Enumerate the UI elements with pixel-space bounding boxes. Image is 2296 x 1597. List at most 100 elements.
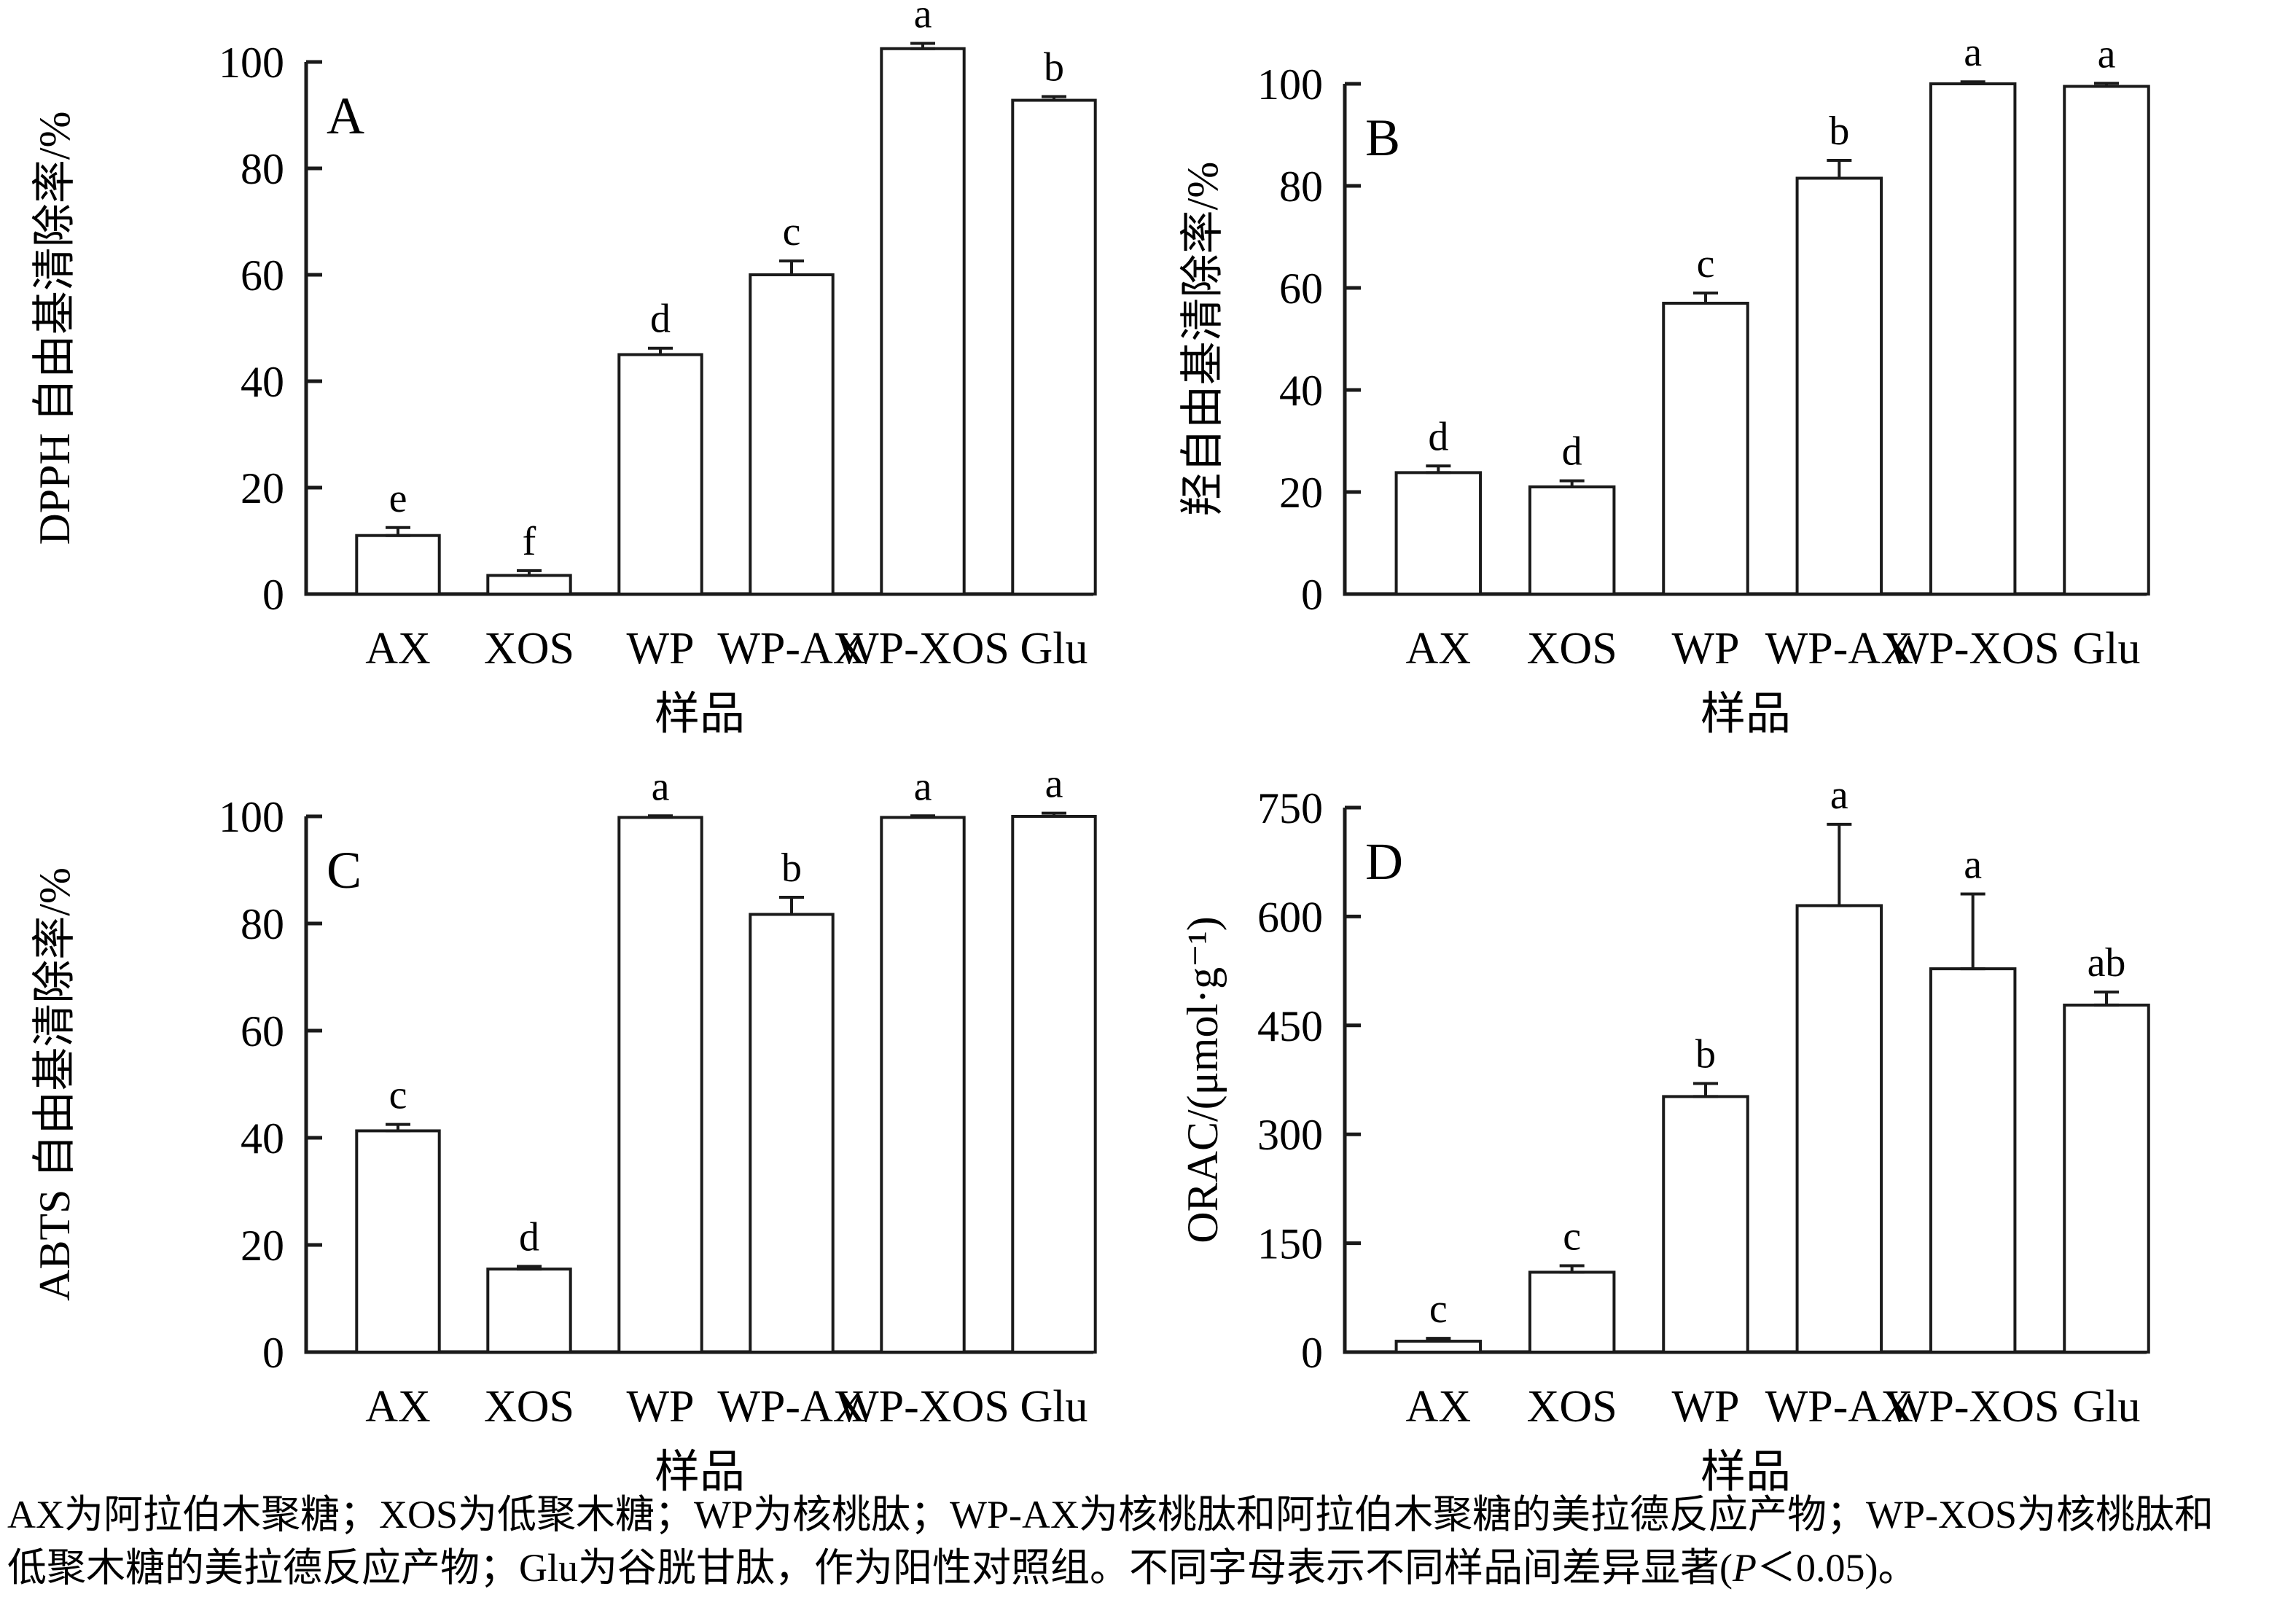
x-category-label: WP-AX [1765, 624, 1913, 673]
bar-Glu [2063, 85, 2150, 596]
y-tick-label: 100 [219, 39, 284, 87]
x-category-label: AX [365, 624, 431, 673]
p-value-symbol: P [1732, 1546, 1757, 1590]
y-tick-label: 100 [1257, 60, 1323, 109]
y-tick-label: 40 [241, 1114, 284, 1163]
sig-letter: d [650, 297, 671, 342]
y-tick-label: 60 [241, 1007, 284, 1055]
y-tick-label: 450 [1257, 1002, 1323, 1050]
y-tick-label: 40 [1279, 367, 1323, 415]
bar-chart-abts: 0 20 40 60 80 100 ABTS 自由基清除率/% c AX d XOS a WP b WP-A… [31, 762, 1097, 1497]
x-category-label: Glu [1020, 1382, 1088, 1432]
bar-XOS [486, 1268, 572, 1354]
sig-letter: d [519, 1214, 539, 1260]
x-category-label: XOS [1527, 624, 1617, 673]
bar-WP-XOS [880, 816, 966, 1354]
x-category-label: XOS [1527, 1382, 1617, 1432]
x-axis-title: 样品 [655, 690, 745, 739]
y-tick-label: 20 [241, 1222, 284, 1270]
sig-letter: a [652, 764, 670, 809]
bar-WP [617, 816, 703, 1354]
bar-AX [1394, 1340, 1483, 1354]
sig-letter: a [1830, 773, 1848, 818]
y-tick-label: 0 [1301, 571, 1323, 619]
y-tick-label: 60 [1279, 265, 1323, 313]
panel-letter: C [327, 841, 362, 899]
y-tick-label: 80 [1279, 163, 1323, 211]
sig-letter: b [1695, 1031, 1716, 1077]
bar-WP-AX [1795, 176, 1883, 596]
bar-chart-hydroxyl: 0 20 40 60 80 100 羟自由基清除率/% d AX d XOS c WP b WP-AX a WP… [1179, 30, 2150, 739]
sig-letter: d [1562, 429, 1582, 475]
x-axis-title: 样品 [655, 1448, 745, 1497]
y-tick-label: 600 [1257, 893, 1323, 941]
bar-XOS [1528, 485, 1616, 596]
bar-XOS [486, 574, 572, 596]
sig-letter: f [523, 519, 536, 564]
x-axis-title: 样品 [1700, 1448, 1791, 1497]
x-category-label: WP-AX [717, 624, 865, 673]
sig-letter: a [1045, 762, 1063, 807]
y-tick-label: 20 [1279, 469, 1323, 517]
bar-WP-AX [749, 913, 835, 1354]
sig-letter: b [781, 846, 802, 891]
x-category-label: WP-XOS [1886, 624, 2060, 673]
x-category-label: Glu [2073, 624, 2141, 673]
sig-letter: c [1697, 241, 1715, 286]
x-category-label: XOS [484, 1382, 574, 1432]
bar-Glu [2063, 1003, 2150, 1354]
bar-Glu [1011, 815, 1097, 1354]
y-tick-label: 150 [1257, 1220, 1323, 1268]
y-axis-title: ORAC/(μmol·g⁻¹) [1179, 916, 1227, 1243]
bar-chart-orac: 0 150 300 450 600 750 ORAC/(μmol·g⁻¹) c AX c XOS b W… [1179, 773, 2150, 1497]
sig-letter: a [2098, 31, 2116, 77]
panel-letter: A [327, 87, 364, 145]
y-tick-label: 80 [241, 900, 284, 948]
bar-WP [617, 353, 703, 596]
y-tick-label: 60 [241, 251, 284, 300]
bar-AX [355, 534, 441, 596]
caption-line1: AX为阿拉伯木聚糖；XOS为低聚木糖；WP为核桃肽；WP-AX为核桃肽和阿拉伯木… [7, 1493, 2214, 1537]
x-category-label: WP-XOS [1886, 1382, 2060, 1432]
x-category-label: WP [627, 1382, 695, 1432]
panel-c: 0 20 40 60 80 100 ABTS 自由基清除率/% c AX d XOS a WP b WP-A… [0, 758, 1148, 1497]
sig-letter: c [1563, 1214, 1581, 1259]
sig-letter: d [1428, 414, 1448, 459]
y-tick-label: 20 [241, 464, 284, 512]
x-category-label: WP [1672, 624, 1740, 673]
y-axis-title: 羟自由基清除率/% [1179, 162, 1227, 517]
x-category-label: WP [627, 624, 695, 673]
x-category-label: AX [1406, 624, 1472, 673]
y-tick-label: 750 [1257, 784, 1323, 832]
x-category-label: WP-XOS [836, 624, 1010, 673]
figure-caption: AX为阿拉伯木聚糖；XOS为低聚木糖；WP为核桃肽；WP-AX为核桃肽和阿拉伯木… [7, 1488, 2290, 1595]
sig-letter: a [1964, 843, 1982, 888]
sig-letter: c [783, 209, 801, 254]
x-category-label: Glu [2073, 1382, 2141, 1432]
sig-letter: c [389, 1073, 407, 1118]
bar-WP-XOS [1929, 82, 2017, 596]
y-tick-label: 0 [1301, 1329, 1323, 1377]
bar-chart-dpph: 0 20 40 60 80 100 DPPH 自由基清除率/% e AX f XOS d WP c WP-A… [31, 0, 1097, 739]
panel-letter: D [1365, 832, 1403, 891]
y-axis-title: DPPH 自由基清除率/% [31, 111, 79, 544]
panel-d: 0 150 300 450 600 750 ORAC/(μmol·g⁻¹) c AX c XOS b W… [1148, 758, 2296, 1497]
bar-Glu [1011, 98, 1097, 596]
bar-XOS [1528, 1270, 1616, 1354]
sig-letter: b [1829, 109, 1849, 154]
y-tick-label: 0 [262, 1329, 284, 1377]
bar-WP-XOS [880, 47, 966, 596]
sig-letter: a [914, 0, 932, 36]
y-tick-label: 40 [241, 358, 284, 406]
sig-letter: a [1964, 30, 1982, 75]
bar-AX [355, 1129, 441, 1354]
sig-letter: a [914, 764, 932, 809]
y-tick-label: 300 [1257, 1111, 1323, 1159]
sig-letter: e [389, 476, 407, 521]
figure-panels: 0 20 40 60 80 100 DPPH 自由基清除率/% e AX f XOS d WP c WP-A… [0, 0, 2296, 1497]
y-tick-label: 100 [219, 793, 284, 841]
x-category-label: WP-AX [1765, 1382, 1913, 1432]
panel-a: 0 20 40 60 80 100 DPPH 自由基清除率/% e AX f XOS d WP c WP-A… [0, 0, 1148, 758]
x-category-label: AX [1406, 1382, 1472, 1432]
x-axis-title: 样品 [1700, 690, 1791, 739]
